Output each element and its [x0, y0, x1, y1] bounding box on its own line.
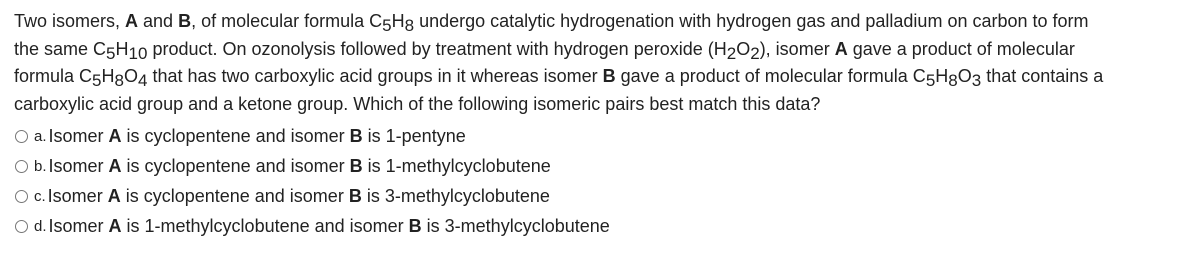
radio-button[interactable]	[15, 219, 28, 233]
option-text-run: Isomer	[48, 125, 109, 146]
subscript: 5	[382, 16, 392, 35]
question-text-run: H	[115, 38, 129, 59]
subscript: 5	[925, 71, 936, 90]
subscript: 10	[128, 43, 148, 63]
question-text-run: H	[935, 66, 949, 86]
radio-button[interactable]	[15, 129, 28, 143]
option[interactable]: d. Isomer A is 1-methylcyclobutene and is…	[14, 211, 610, 241]
question-text-run: O	[123, 66, 138, 86]
question-text-run: gave a product of molecular formula C	[615, 66, 926, 86]
isomer-label: A	[834, 38, 848, 59]
option-letter: a.	[34, 127, 47, 145]
subscript: 4	[137, 71, 148, 90]
isomer-label: B	[408, 215, 422, 236]
question-text-run: product. On ozonolysis followed by treat…	[147, 38, 727, 59]
question-text-run: H	[101, 66, 115, 86]
option-text-run: is cyclopentene and isomer	[121, 125, 350, 146]
option-text-run: Isomer	[47, 185, 108, 206]
radio-button[interactable]	[15, 159, 28, 173]
isomer-label: A	[107, 185, 121, 206]
subscript: 2	[750, 43, 760, 63]
option-text-run: is cyclopentene and isomer	[120, 185, 349, 206]
isomer-label: B	[178, 11, 192, 31]
option-text[interactable]: Isomer A is cyclopentene and isomer B is…	[49, 156, 551, 177]
question-text-run: that contains a carboxylic acid group an…	[14, 66, 1104, 114]
subscript: 8	[114, 71, 124, 90]
option-letter: b.	[34, 157, 47, 175]
option-text-run: is 1-pentyne	[362, 125, 466, 146]
subscript: 5	[92, 71, 102, 90]
question-text-run: , of molecular formula C	[191, 11, 383, 31]
option[interactable]: a. Isomer A is cyclopentene and isomer B …	[14, 121, 610, 151]
isomer-label: B	[602, 66, 616, 86]
question-text-run: that has two carboxylic acid groups in i…	[147, 66, 603, 86]
option-text[interactable]: Isomer A is cyclopentene and isomer B is…	[48, 186, 550, 207]
option-text-run: is 3-methylcyclobutene	[421, 215, 610, 236]
question-text-run: ), isomer	[759, 38, 835, 59]
option-text-run: is cyclopentene and isomer	[121, 155, 350, 176]
isomer-label: A	[108, 155, 122, 176]
subscript: 5	[106, 43, 116, 63]
isomer-label: B	[348, 185, 362, 206]
option-letter: c.	[34, 187, 46, 205]
subscript: 8	[948, 71, 958, 90]
question-text-run: gave a product of molecular formula C	[14, 38, 1075, 87]
option-text-run: is 1-methylcyclobutene	[362, 155, 551, 176]
isomer-label: A	[108, 125, 122, 146]
option[interactable]: b. Isomer A is cyclopentene and isomer B …	[14, 151, 610, 181]
option-text-run: Isomer	[48, 155, 109, 176]
isomer-label: A	[108, 215, 122, 236]
subscript: 3	[971, 71, 982, 90]
option-text-run: is 3-methylcyclobutene	[361, 185, 550, 206]
subscript: 8	[404, 16, 415, 35]
isomer-label: A	[125, 11, 139, 31]
isomer-label: B	[349, 125, 363, 146]
radio-button[interactable]	[15, 189, 28, 203]
question-text-run: O	[957, 66, 972, 86]
subscript: 2	[726, 43, 737, 63]
options-list: a. Isomer A is cyclopentene and isomer B …	[14, 121, 610, 241]
question-text-run: O	[736, 38, 751, 59]
question-text: Two isomers, A and B, of molecular formu…	[14, 8, 1104, 117]
option-letter: d.	[34, 217, 47, 235]
question-text-run: Two isomers,	[14, 11, 126, 31]
question-text-run: H	[391, 11, 405, 31]
isomer-label: B	[349, 155, 363, 176]
option[interactable]: c. Isomer A is cyclopentene and isomer B …	[14, 181, 610, 211]
option-text-run: Isomer	[48, 215, 109, 236]
option-text-run: is 1-methylcyclobutene and isomer	[121, 215, 409, 236]
option-text[interactable]: Isomer A is 1-methylcyclobutene and isom…	[49, 216, 610, 237]
question-text-run: undergo catalytic hydrogenation with hyd…	[14, 11, 1089, 59]
question-text-run: and	[138, 11, 179, 31]
option-text[interactable]: Isomer A is cyclopentene and isomer B is…	[49, 126, 466, 147]
